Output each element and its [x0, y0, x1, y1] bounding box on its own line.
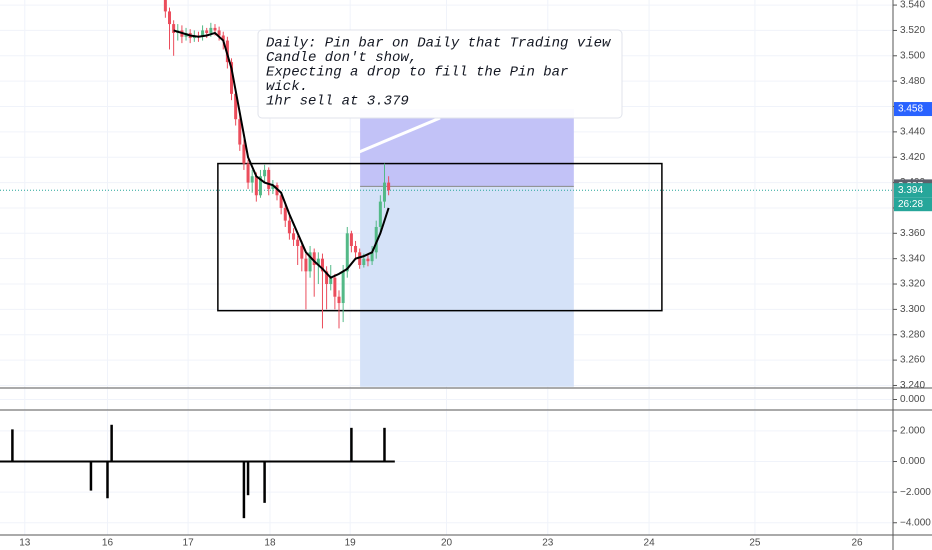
price-tag-label: 3.458 [898, 104, 923, 115]
position-target-zone [360, 186, 574, 387]
candle-body [387, 182, 391, 191]
x-tick-label: 19 [345, 538, 357, 549]
candle-body [304, 258, 308, 272]
candle-body [172, 24, 176, 33]
candle-body [300, 245, 304, 259]
y-tick-label: 3.360 [900, 228, 925, 239]
x-tick-label: 23 [542, 538, 554, 549]
candle-body [263, 169, 267, 177]
candle-body [234, 93, 238, 120]
candle-body [345, 233, 349, 272]
candle-body [271, 185, 275, 189]
candle-body [221, 35, 225, 41]
candle-body [366, 258, 370, 262]
candle-body [238, 119, 242, 145]
candle-body [205, 30, 209, 33]
callout-text: Expecting a drop to fill the Pin bar [266, 65, 568, 81]
candle-body [213, 27, 217, 31]
candle-body [316, 258, 320, 266]
y-tick-label: 3.260 [900, 355, 925, 366]
callout-text: Candle don't show, [266, 50, 417, 66]
candle-body [341, 271, 345, 304]
callout-text: Daily: Pin bar on Daily that Trading vie… [266, 36, 611, 52]
x-tick-label: 16 [102, 538, 114, 549]
candle-body [201, 30, 205, 37]
callout-text: 1hr sell at 3.379 [266, 94, 409, 110]
y-tick-label: 3.300 [900, 304, 925, 315]
y-tick-label: 3.320 [900, 279, 925, 290]
candle-body [329, 277, 333, 285]
y-tick-label: 3.520 [900, 25, 925, 36]
y-tick-label: −4.000 [900, 517, 931, 528]
y-tick-label: 0.000 [900, 456, 925, 467]
position-stop-zone [360, 109, 574, 187]
candle-body [382, 182, 386, 202]
candle-body [209, 27, 213, 33]
x-tick-label: 25 [749, 538, 761, 549]
candle-body [354, 245, 358, 253]
candle-body [242, 144, 246, 164]
y-tick-label: 3.440 [900, 127, 925, 138]
x-tick-label: 20 [441, 538, 453, 549]
x-tick-label: 17 [183, 538, 195, 549]
moving-average [173, 29, 390, 279]
candle-body [254, 176, 258, 196]
callout-box [257, 29, 623, 119]
rectangle-drawing [217, 162, 663, 312]
candle-body [287, 220, 291, 234]
x-tick-label: 26 [851, 538, 863, 549]
candle-body [279, 195, 283, 208]
candle-body [374, 226, 378, 253]
x-tick-label: 18 [264, 538, 276, 549]
y-tick-label: −2.000 [900, 487, 931, 498]
y-tick-label: 3.420 [900, 152, 925, 163]
candle-body [358, 252, 362, 266]
candle-body [320, 258, 324, 272]
candle-body [362, 258, 366, 266]
candle-body [267, 169, 271, 189]
countdown-tag [894, 197, 932, 212]
y-tick-label: 2.000 [900, 426, 925, 437]
candle-body [333, 277, 337, 297]
candle-body [168, 11, 172, 25]
callout-text: wick. [266, 79, 308, 95]
candle-body [325, 271, 329, 285]
candle-body [283, 207, 287, 221]
candle-body [292, 233, 296, 240]
candle-body [370, 252, 374, 262]
y-tick-label: 3.540 [900, 0, 925, 11]
candle-body [308, 252, 312, 272]
candle-body [246, 163, 250, 183]
candle-body [230, 62, 234, 94]
countdown: 26:28 [898, 199, 923, 210]
candle-body [337, 296, 341, 304]
price-tag [894, 102, 932, 117]
candle-body [349, 233, 353, 246]
y-tick-label: 0.000 [900, 394, 925, 405]
y-tick-label: 3.480 [900, 76, 925, 87]
y-tick-label: 3.280 [900, 329, 925, 340]
price-tag [894, 183, 932, 198]
price-tag-label: 3.394 [898, 185, 923, 196]
candle-body [163, 0, 167, 12]
callout-pointer [351, 116, 441, 157]
x-tick-label: 13 [19, 538, 31, 549]
candle-body [250, 176, 254, 183]
y-tick-label: 3.500 [900, 50, 925, 61]
x-tick-label: 24 [644, 538, 656, 549]
candle-body [296, 239, 300, 246]
candle-body [217, 30, 221, 36]
candle-body [378, 201, 382, 227]
y-tick-label: 3.240 [900, 380, 925, 391]
candle-body [312, 252, 316, 266]
y-tick-label: 3.340 [900, 253, 925, 264]
candle-body [258, 176, 262, 196]
